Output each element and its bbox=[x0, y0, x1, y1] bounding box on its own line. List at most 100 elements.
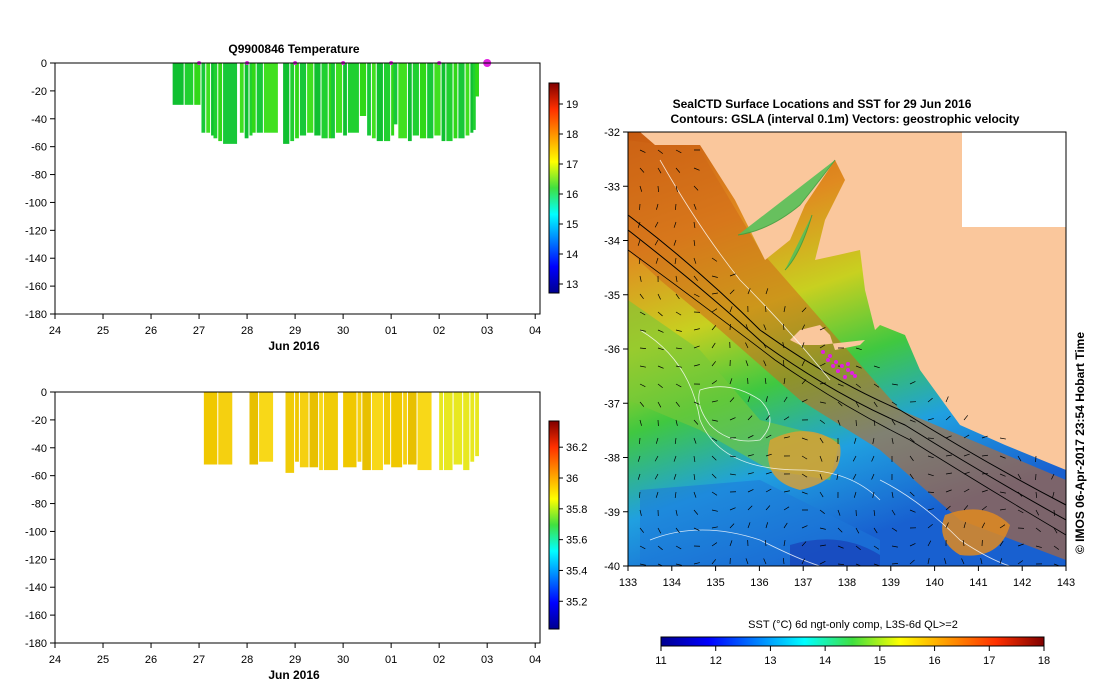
sst-colorbar-tick-label: 11 bbox=[655, 655, 666, 667]
velocity-vector bbox=[747, 454, 754, 457]
cast-bar bbox=[362, 392, 371, 471]
velocity-vector bbox=[675, 329, 682, 332]
velocity-vector bbox=[711, 380, 718, 385]
velocity-vector bbox=[675, 185, 678, 192]
velocity-vector bbox=[745, 558, 749, 565]
velocity-vector bbox=[783, 416, 790, 421]
cast-bar bbox=[259, 392, 274, 462]
velocity-vector bbox=[945, 489, 952, 493]
velocity-vector bbox=[819, 382, 826, 385]
cast-bar bbox=[470, 63, 474, 133]
velocity-vector bbox=[763, 360, 767, 367]
velocity-vector bbox=[639, 275, 642, 282]
velocity-vector bbox=[711, 419, 718, 422]
x-tick-label: 28 bbox=[241, 325, 253, 337]
velocity-vector bbox=[927, 397, 933, 403]
map-x-tick-label: 142 bbox=[1013, 577, 1031, 589]
velocity-vector bbox=[675, 545, 682, 550]
cast-location bbox=[828, 354, 832, 358]
velocity-vector bbox=[693, 364, 700, 367]
velocity-vector bbox=[837, 383, 844, 387]
velocity-vector bbox=[693, 185, 699, 191]
y-tick-label: -120 bbox=[25, 225, 47, 237]
velocity-vector bbox=[891, 509, 896, 516]
y-tick-label: -120 bbox=[25, 554, 47, 566]
salinity-colorbar-ticks: 36.2 36 35.8 35.6 35.4 35.2 bbox=[559, 442, 587, 608]
salinity-colorbar bbox=[548, 420, 560, 630]
velocity-vector bbox=[654, 455, 659, 462]
velocity-vector bbox=[909, 455, 914, 462]
salinity-y-axis: 0 -20 -40 -60 -80 -100 -120 -140 -160 -180 bbox=[25, 387, 55, 650]
cast-bar bbox=[383, 63, 391, 142]
x-tick-label: 04 bbox=[529, 325, 541, 337]
cast-bar bbox=[475, 392, 479, 457]
velocity-vector bbox=[711, 491, 718, 496]
velocity-vector bbox=[981, 522, 986, 529]
velocity-vector bbox=[873, 401, 878, 408]
velocity-vector bbox=[675, 383, 682, 388]
velocity-vector bbox=[801, 491, 808, 495]
velocity-vector bbox=[871, 455, 875, 462]
map-y-tick-label: -34 bbox=[604, 236, 620, 248]
velocity-vector bbox=[765, 305, 767, 313]
velocity-vector bbox=[1017, 455, 1022, 462]
colorbar-tick-label: 35.2 bbox=[566, 596, 587, 608]
sst-colorbar-ticks: 11 12 13 14 15 16 17 18 bbox=[655, 646, 1050, 667]
cast-bar bbox=[376, 63, 383, 142]
velocity-vector bbox=[657, 383, 663, 389]
velocity-vector bbox=[729, 273, 736, 277]
velocity-vector bbox=[747, 472, 754, 475]
colorbar-tick-label: 16 bbox=[566, 189, 578, 201]
y-tick-label: -80 bbox=[31, 170, 47, 182]
velocity-vector bbox=[655, 437, 659, 444]
velocity-vector bbox=[693, 491, 697, 498]
cast-location bbox=[836, 369, 840, 373]
colorbar-tick-label: 36 bbox=[566, 473, 578, 485]
velocity-vector bbox=[639, 509, 642, 516]
velocity-vector bbox=[819, 362, 826, 367]
colorbar-tick-label: 35.8 bbox=[566, 504, 587, 516]
temperature-y-axis: 0 -20 -40 -60 -80 -100 -120 -140 -160 -180 bbox=[25, 58, 55, 321]
velocity-vector bbox=[909, 543, 916, 547]
velocity-vector bbox=[837, 527, 843, 533]
velocity-vector bbox=[729, 507, 736, 511]
velocity-vector bbox=[747, 396, 751, 403]
velocity-vector bbox=[675, 509, 678, 516]
velocity-vector bbox=[747, 288, 751, 295]
velocity-vector bbox=[673, 455, 677, 462]
salinity-x-axis: 24 25 26 27 28 29 30 01 02 03 04 bbox=[49, 643, 541, 666]
velocity-vector bbox=[1053, 527, 1058, 534]
map-y-tick-label: -40 bbox=[604, 561, 620, 573]
map-x-tick-label: 140 bbox=[925, 577, 943, 589]
copyright-text: © IMOS 06-Apr-2017 23:54 Hobart Time bbox=[1073, 332, 1087, 554]
velocity-vector bbox=[639, 419, 642, 426]
velocity-vector bbox=[891, 437, 894, 444]
cast-bar bbox=[443, 392, 453, 471]
velocity-vector bbox=[963, 488, 970, 493]
velocity-vector bbox=[801, 455, 808, 460]
y-tick-label: -160 bbox=[25, 610, 47, 622]
cast-bar bbox=[371, 392, 383, 471]
x-tick-label: 25 bbox=[97, 654, 109, 666]
velocity-vector bbox=[639, 563, 646, 566]
salinity-casts bbox=[203, 392, 479, 473]
velocity-vector bbox=[729, 289, 735, 295]
velocity-vector bbox=[801, 437, 808, 441]
velocity-vector bbox=[711, 473, 717, 479]
cast-bar bbox=[249, 392, 259, 465]
velocity-vector bbox=[819, 419, 826, 424]
velocity-vector bbox=[729, 417, 736, 421]
velocity-vector bbox=[782, 557, 785, 565]
sst-colorbar-tick-label: 14 bbox=[819, 655, 831, 667]
velocity-vector bbox=[747, 505, 753, 511]
temperature-title: Q9900846 Temperature bbox=[228, 42, 360, 56]
velocity-vector bbox=[657, 545, 663, 551]
velocity-vector bbox=[819, 491, 824, 498]
cast-bar bbox=[307, 63, 314, 133]
cast-bar bbox=[407, 63, 412, 142]
cast-bar bbox=[412, 63, 419, 136]
velocity-vector bbox=[855, 419, 857, 427]
velocity-vector bbox=[693, 239, 696, 246]
velocity-vector bbox=[764, 378, 767, 385]
velocity-vector bbox=[909, 419, 916, 423]
